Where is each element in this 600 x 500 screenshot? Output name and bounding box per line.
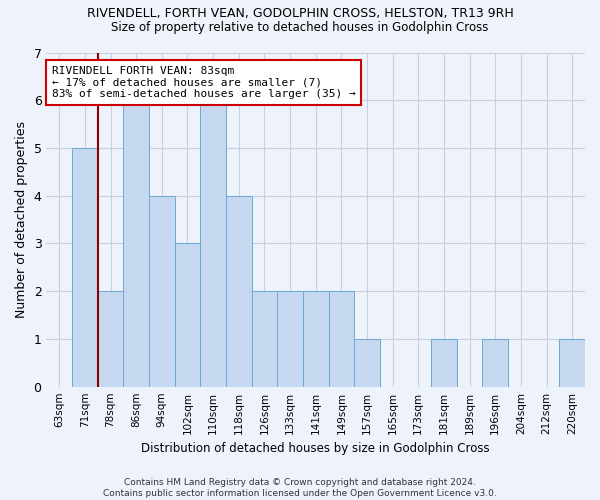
Bar bbox=[149, 196, 175, 386]
Bar bbox=[329, 291, 354, 386]
Text: RIVENDELL, FORTH VEAN, GODOLPHIN CROSS, HELSTON, TR13 9RH: RIVENDELL, FORTH VEAN, GODOLPHIN CROSS, … bbox=[86, 8, 514, 20]
Bar bbox=[175, 244, 200, 386]
Bar bbox=[354, 339, 380, 386]
Bar bbox=[72, 148, 98, 386]
Bar bbox=[559, 339, 585, 386]
Bar bbox=[251, 291, 277, 386]
X-axis label: Distribution of detached houses by size in Godolphin Cross: Distribution of detached houses by size … bbox=[142, 442, 490, 455]
Text: Contains HM Land Registry data © Crown copyright and database right 2024.
Contai: Contains HM Land Registry data © Crown c… bbox=[103, 478, 497, 498]
Bar bbox=[98, 291, 124, 386]
Bar bbox=[277, 291, 303, 386]
Bar bbox=[226, 196, 251, 386]
Y-axis label: Number of detached properties: Number of detached properties bbox=[15, 121, 28, 318]
Text: Size of property relative to detached houses in Godolphin Cross: Size of property relative to detached ho… bbox=[112, 21, 488, 34]
Bar bbox=[124, 100, 149, 386]
Bar bbox=[431, 339, 457, 386]
Bar bbox=[200, 100, 226, 386]
Bar bbox=[482, 339, 508, 386]
Text: RIVENDELL FORTH VEAN: 83sqm
← 17% of detached houses are smaller (7)
83% of semi: RIVENDELL FORTH VEAN: 83sqm ← 17% of det… bbox=[52, 66, 356, 99]
Bar bbox=[303, 291, 329, 386]
